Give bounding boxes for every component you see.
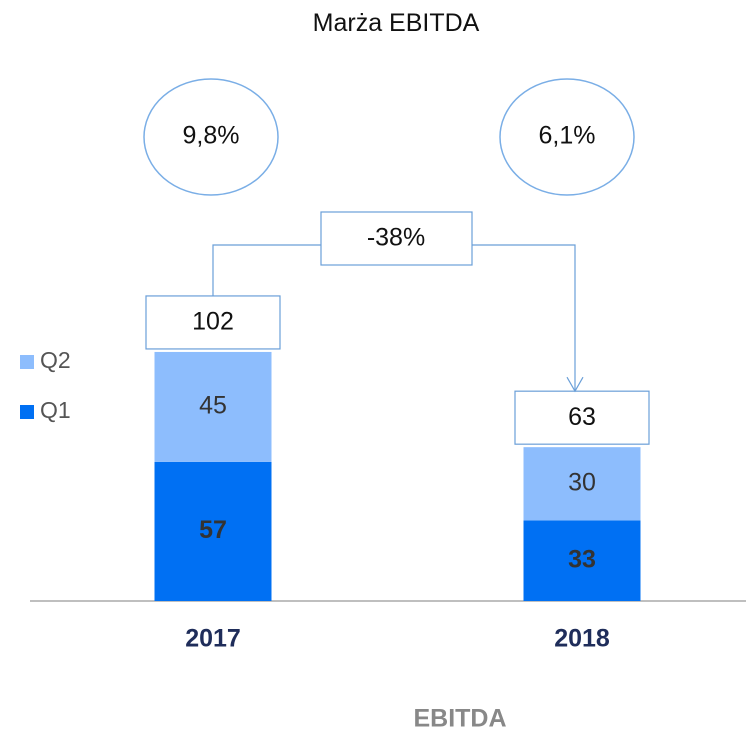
bar-segment <box>523 447 641 521</box>
margin-label: 6,1% <box>539 122 596 150</box>
change-box <box>320 211 473 266</box>
bar-segment <box>154 351 272 462</box>
bar-segment <box>523 520 641 601</box>
margin-label: 9,8% <box>183 122 240 150</box>
change-label: -38% <box>367 224 425 252</box>
legend-swatch <box>20 405 34 419</box>
data-label: 33 <box>568 545 596 573</box>
chart-title: Marża EBITDA <box>312 9 480 37</box>
total-label: 63 <box>568 403 596 431</box>
arrow-head <box>566 376 584 393</box>
x-tick-label: 2017 <box>185 625 241 653</box>
data-label: 57 <box>199 516 227 544</box>
x-axis-label: EBITDA <box>413 705 506 731</box>
legend-label: Q1 <box>40 397 71 423</box>
total-box <box>514 390 650 445</box>
x-tick-label: 2018 <box>554 625 610 653</box>
margin-ellipse <box>499 78 635 196</box>
total-label: 102 <box>192 308 234 336</box>
legend-label: Q2 <box>40 347 71 373</box>
data-label: 45 <box>199 391 227 419</box>
margin-ellipse <box>143 78 279 196</box>
connector <box>472 244 576 392</box>
bar-segment <box>154 461 272 601</box>
connector <box>212 244 321 296</box>
legend-swatch <box>20 355 34 369</box>
data-label: 30 <box>568 468 596 496</box>
